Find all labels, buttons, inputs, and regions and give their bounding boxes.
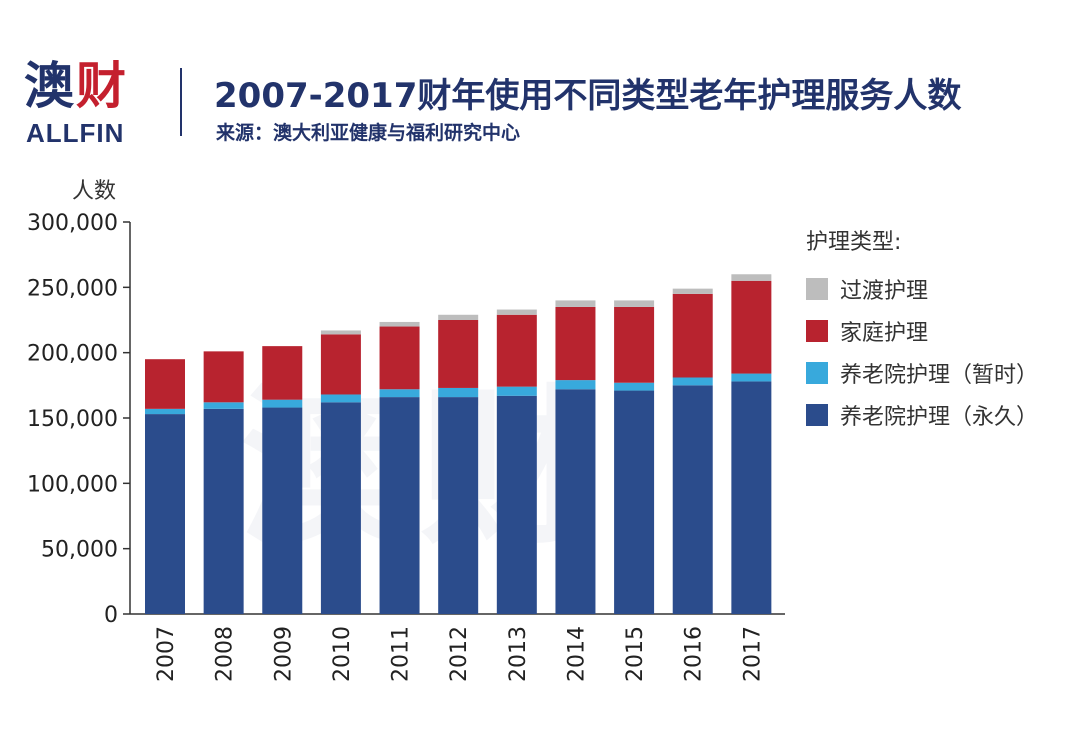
legend-swatch (806, 362, 828, 384)
bar-segment (145, 414, 185, 614)
bar-segment (262, 399, 303, 408)
x-tick-label: 2012 (447, 626, 472, 682)
bar-segment (320, 330, 361, 335)
y-tick-label: 0 (104, 603, 118, 628)
bar-segment (438, 320, 479, 388)
y-tick-label: 100,000 (27, 472, 118, 497)
bar-segment (731, 381, 772, 614)
bar-segment (145, 359, 185, 409)
bar-segment (555, 300, 596, 307)
x-tick-label: 2013 (506, 626, 531, 682)
chart-source: 来源：澳大利亚健康与福利研究中心 (216, 122, 521, 144)
bar-segment (672, 288, 713, 294)
x-tick-label: 2016 (682, 626, 707, 682)
legend-title: 护理类型: (806, 230, 902, 255)
bar-segment (262, 346, 303, 400)
bar-segment (614, 382, 655, 391)
bar-segment (672, 377, 713, 386)
bar-segment (496, 395, 537, 614)
x-tick-label: 2015 (623, 626, 648, 682)
bar-segment (320, 334, 361, 395)
x-tick-label: 2009 (271, 626, 296, 682)
x-tick-label: 2017 (740, 626, 765, 682)
bar-segment (320, 402, 361, 614)
legend-item: 家庭护理 (806, 310, 1038, 352)
bar-segment (731, 280, 772, 374)
legend-swatch (806, 278, 828, 300)
bar-segment (438, 397, 479, 614)
bar-segment (672, 293, 713, 378)
y-tick-label: 300,000 (27, 211, 118, 236)
bar-segment (614, 306, 655, 383)
bar-segment (555, 306, 596, 381)
bar-segment (614, 390, 655, 614)
x-tick-label: 2011 (389, 626, 414, 682)
legend-label: 养老院护理（永久） (840, 405, 1039, 430)
bar-segment (555, 380, 596, 390)
y-axis-label: 人数 (72, 179, 116, 204)
y-tick-label: 250,000 (27, 276, 118, 301)
legend-swatch (806, 320, 828, 342)
y-tick-label: 150,000 (27, 407, 118, 432)
bar-segment (145, 408, 185, 415)
bar-segment (379, 397, 420, 614)
bar-segment (496, 314, 537, 387)
bar-segment (320, 394, 361, 403)
bar-segment (203, 408, 244, 614)
legend-label: 过渡护理 (840, 279, 929, 304)
legend-item: 养老院护理（永久） (806, 394, 1038, 436)
bar-segment (731, 373, 772, 382)
bar-segment (203, 351, 244, 403)
logo-chinese: 澳财 (24, 57, 128, 115)
bar-segment (555, 389, 596, 614)
bar-segment (379, 326, 420, 390)
bar-segment (731, 274, 772, 281)
bar-segment (438, 314, 479, 320)
x-tick-label: 2010 (330, 626, 355, 682)
legend-item: 过渡护理 (806, 268, 1038, 310)
bar-segment (438, 387, 479, 398)
legend: 过渡护理家庭护理养老院护理（暂时） 养老院护理（永久） (806, 268, 1038, 436)
y-tick-label: 200,000 (27, 342, 118, 367)
bar-segment (203, 402, 244, 409)
x-tick-label: 2007 (154, 626, 179, 682)
bar-segment (496, 386, 537, 396)
bar-segment (379, 321, 420, 327)
allfin-logo: 澳财 ALLFIN (22, 58, 162, 150)
header-divider (180, 68, 182, 136)
x-tick-label: 2008 (213, 626, 238, 682)
bar-segment (672, 385, 713, 614)
legend-label: 家庭护理 (840, 321, 929, 346)
chart-title: 2007-2017财年使用不同类型老年护理服务人数 (214, 76, 962, 116)
bar-segment (496, 309, 537, 315)
legend-swatch (806, 404, 828, 426)
y-tick-label: 50,000 (41, 538, 118, 563)
bar-segment (262, 407, 303, 614)
x-tick-label: 2014 (564, 626, 589, 682)
bar-segment (379, 389, 420, 398)
bar-segment (614, 300, 655, 307)
logo-english: ALLFIN (26, 118, 125, 148)
legend-item: 养老院护理（暂时） (806, 352, 1038, 394)
legend-label: 养老院护理（暂时） (840, 363, 1039, 388)
